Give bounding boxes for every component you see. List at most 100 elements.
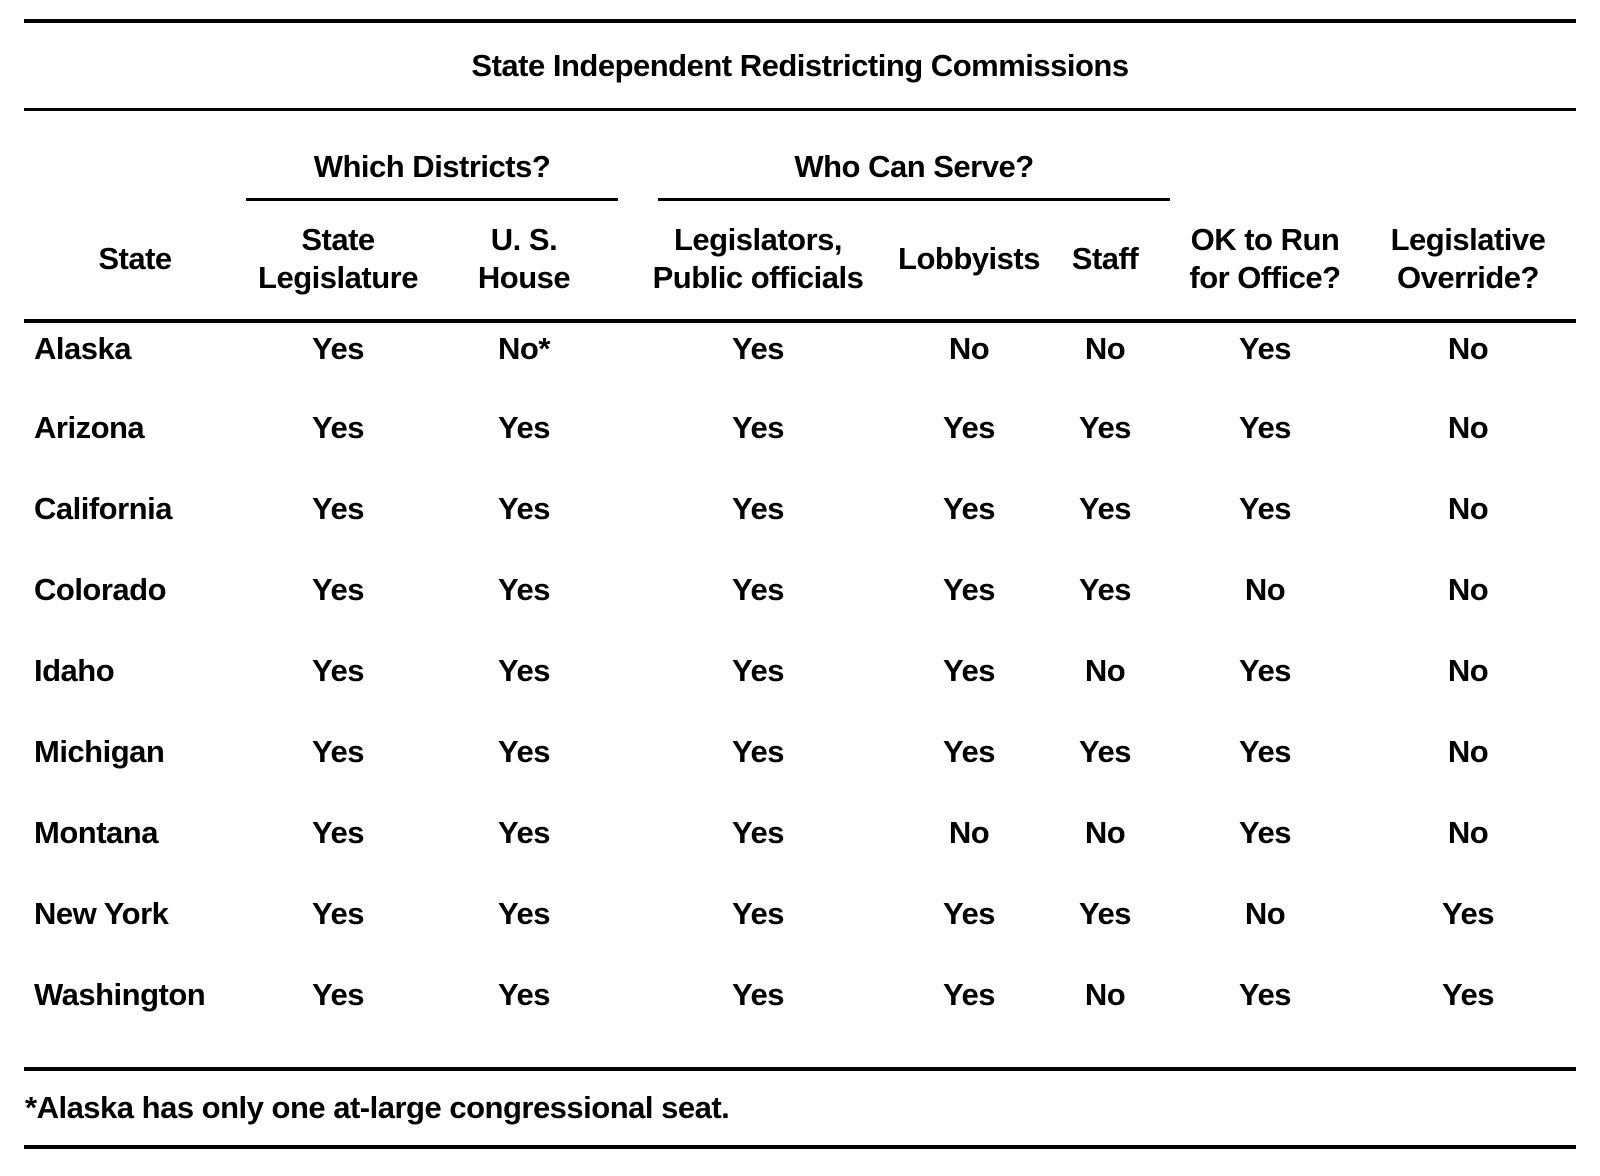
value-cell: No [1447,572,1489,607]
value-cell: No [1084,331,1126,366]
value-cell: Yes [1079,491,1131,526]
table-title: State Independent Redistricting Commissi… [471,47,1129,83]
table-row-arizona: Arizona Yes Yes Yes Yes Yes Yes No [24,402,1576,483]
value-cell: No [1447,815,1489,850]
value-cell: Yes [618,969,898,1071]
value-cell: Yes [498,491,550,526]
value-cell: Yes [943,896,995,931]
value-cell: Yes [1079,410,1131,445]
state-cell: Washington [24,969,246,1071]
value-cell: Yes [312,896,364,931]
value-cell: Yes [498,410,550,445]
table-row-washington: Washington Yes Yes Yes Yes No Yes Yes [24,969,1576,1071]
value-cell: No [948,815,990,850]
state-cell: Arizona [34,410,145,445]
value-cell: Yes [1239,815,1291,850]
group-header-row: Which Districts? Who Can Serve? [24,111,1576,201]
column-header-staff: Staff [1040,201,1170,323]
value-cell: Yes [1079,896,1131,931]
value-cell: No [1447,491,1489,526]
value-cell: Yes [498,572,550,607]
value-cell: Yes [312,653,364,688]
value-cell: Yes [312,734,364,769]
group-header-spacer [24,111,246,201]
column-header-ok-to-run: OK to Run for Office? [1170,201,1360,323]
value-cell: No [1447,331,1489,366]
group-header-who-can-serve-cell: Who Can Serve? [618,111,1170,201]
value-cell: Yes [1239,410,1291,445]
value-cell: Yes [1239,331,1291,366]
state-cell: Colorado [34,572,167,607]
footnote: *Alaska has only one at-large congressio… [25,1090,730,1125]
state-cell: Idaho [34,653,115,688]
value-cell: Yes [943,734,995,769]
title-divider-rule [24,108,1576,111]
table-row-colorado: Colorado Yes Yes Yes Yes Yes No No [24,564,1576,645]
state-cell: New York [34,896,169,931]
value-cell: Yes [430,969,618,1071]
group-header-which-districts: Which Districts? [246,150,618,201]
value-cell: No* [498,331,550,366]
value-cell: No [1447,410,1489,445]
value-cell: Yes [943,410,995,445]
top-rule [24,19,1576,23]
table-row-new-york: New York Yes Yes Yes Yes Yes No Yes [24,888,1576,969]
value-cell: Yes [943,491,995,526]
table-row-idaho: Idaho Yes Yes Yes Yes No Yes No [24,645,1576,726]
title-band: State Independent Redistricting Commissi… [24,23,1576,108]
group-header-who-can-serve: Who Can Serve? [658,150,1170,201]
value-cell: Yes [1442,896,1494,931]
value-cell: Yes [943,653,995,688]
value-cell: Yes [312,815,364,850]
value-cell: Yes [732,734,784,769]
table-row-montana: Montana Yes Yes Yes No No Yes No [24,807,1576,888]
value-cell: Yes [732,896,784,931]
column-header-row: State State Legislature U. S. House Legi… [24,201,1576,323]
value-cell: Yes [732,572,784,607]
redistricting-table: Which Districts? Who Can Serve? State St… [24,111,1576,1071]
value-cell: Yes [312,491,364,526]
value-cell: Yes [1079,734,1131,769]
value-cell: No [1040,969,1170,1071]
value-cell: Yes [732,491,784,526]
state-cell: Michigan [34,734,165,769]
state-cell: California [34,491,172,526]
value-cell: No [948,331,990,366]
group-header-which-districts-cell: Which Districts? [246,111,618,201]
value-cell: Yes [732,331,784,366]
value-cell: Yes [1360,969,1576,1071]
table-row-michigan: Michigan Yes Yes Yes Yes Yes Yes No [24,726,1576,807]
value-cell: Yes [312,572,364,607]
bottom-rule [24,1145,1576,1149]
value-cell: Yes [498,734,550,769]
value-cell: Yes [732,410,784,445]
value-cell: No [1244,572,1286,607]
value-cell: Yes [246,969,430,1071]
group-header-spacer [1170,111,1360,201]
value-cell: Yes [498,653,550,688]
value-cell: Yes [1239,653,1291,688]
value-cell: Yes [732,653,784,688]
column-header-state-legislature: State Legislature [246,201,430,323]
state-cell: Montana [34,815,158,850]
value-cell: Yes [732,815,784,850]
value-cell: Yes [312,331,364,366]
table-row-california: California Yes Yes Yes Yes Yes Yes No [24,483,1576,564]
value-cell: Yes [498,896,550,931]
table-row-alaska: Alaska Yes No* Yes No No Yes No [24,321,1576,402]
state-cell: Alaska [34,331,131,366]
value-cell: Yes [1239,734,1291,769]
column-header-legislative-override: Legislative Override? [1360,201,1576,323]
value-cell: Yes [312,410,364,445]
value-cell: No [1447,653,1489,688]
value-cell: No [1447,734,1489,769]
value-cell: Yes [1170,969,1360,1071]
value-cell: No [1084,815,1126,850]
column-header-us-house: U. S. House [430,201,618,323]
column-header-lobbyists: Lobbyists [898,201,1040,323]
footnote-band: *Alaska has only one at-large congressio… [24,1071,1576,1145]
value-cell: Yes [1079,572,1131,607]
group-header-spacer [1360,111,1576,201]
value-cell: Yes [943,572,995,607]
value-cell: Yes [898,969,1040,1071]
